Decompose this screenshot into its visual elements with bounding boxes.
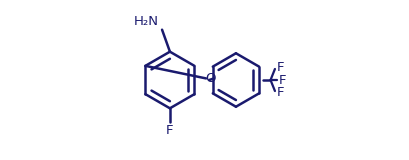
Text: H₂N: H₂N xyxy=(134,15,159,28)
Text: F: F xyxy=(276,61,284,74)
Text: F: F xyxy=(279,73,287,87)
Text: F: F xyxy=(276,86,284,99)
Text: O: O xyxy=(205,72,215,85)
Text: F: F xyxy=(166,124,174,137)
